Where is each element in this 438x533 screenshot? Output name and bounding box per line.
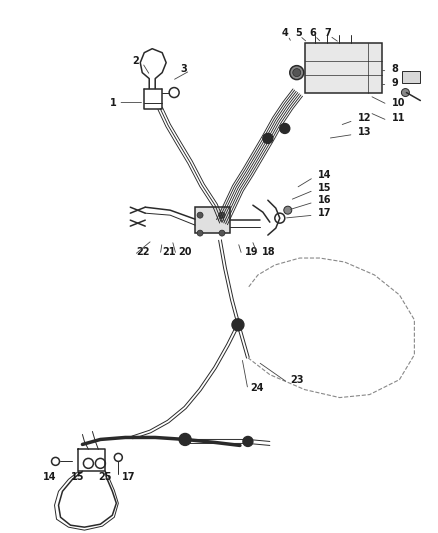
Text: 22: 22 [136, 247, 150, 257]
Text: 3: 3 [180, 63, 187, 74]
Text: 25: 25 [99, 472, 112, 482]
Text: 5: 5 [295, 28, 301, 38]
Circle shape [290, 66, 304, 79]
Circle shape [263, 133, 273, 143]
Circle shape [280, 124, 290, 133]
Circle shape [243, 437, 253, 447]
Text: 8: 8 [392, 63, 398, 74]
Circle shape [219, 230, 225, 236]
Text: 6: 6 [310, 28, 317, 38]
Text: 21: 21 [162, 247, 176, 257]
Text: 15: 15 [318, 183, 331, 193]
Circle shape [232, 319, 244, 331]
Text: 10: 10 [392, 98, 405, 108]
FancyBboxPatch shape [403, 71, 420, 83]
Circle shape [401, 88, 410, 96]
Circle shape [179, 433, 191, 446]
Text: 4: 4 [282, 28, 289, 38]
Text: 7: 7 [325, 28, 332, 38]
Text: 17: 17 [122, 472, 136, 482]
Text: 12: 12 [357, 114, 371, 124]
Circle shape [219, 212, 225, 218]
Text: 11: 11 [392, 114, 405, 124]
Text: 14: 14 [42, 472, 56, 482]
Text: 1: 1 [110, 98, 117, 108]
Circle shape [293, 69, 301, 77]
Circle shape [197, 212, 203, 218]
Text: 18: 18 [262, 247, 276, 257]
FancyBboxPatch shape [305, 43, 382, 93]
Text: 24: 24 [250, 383, 263, 393]
Circle shape [284, 206, 292, 214]
Text: 15: 15 [71, 472, 84, 482]
Text: 2: 2 [132, 55, 139, 66]
Text: 17: 17 [318, 208, 331, 218]
Text: 14: 14 [318, 170, 331, 180]
Circle shape [197, 230, 203, 236]
Text: 23: 23 [290, 375, 303, 385]
Text: 16: 16 [318, 195, 331, 205]
Text: 13: 13 [357, 127, 371, 138]
Text: 9: 9 [392, 78, 398, 87]
Text: 19: 19 [245, 247, 258, 257]
Text: 20: 20 [178, 247, 192, 257]
FancyBboxPatch shape [195, 207, 230, 233]
